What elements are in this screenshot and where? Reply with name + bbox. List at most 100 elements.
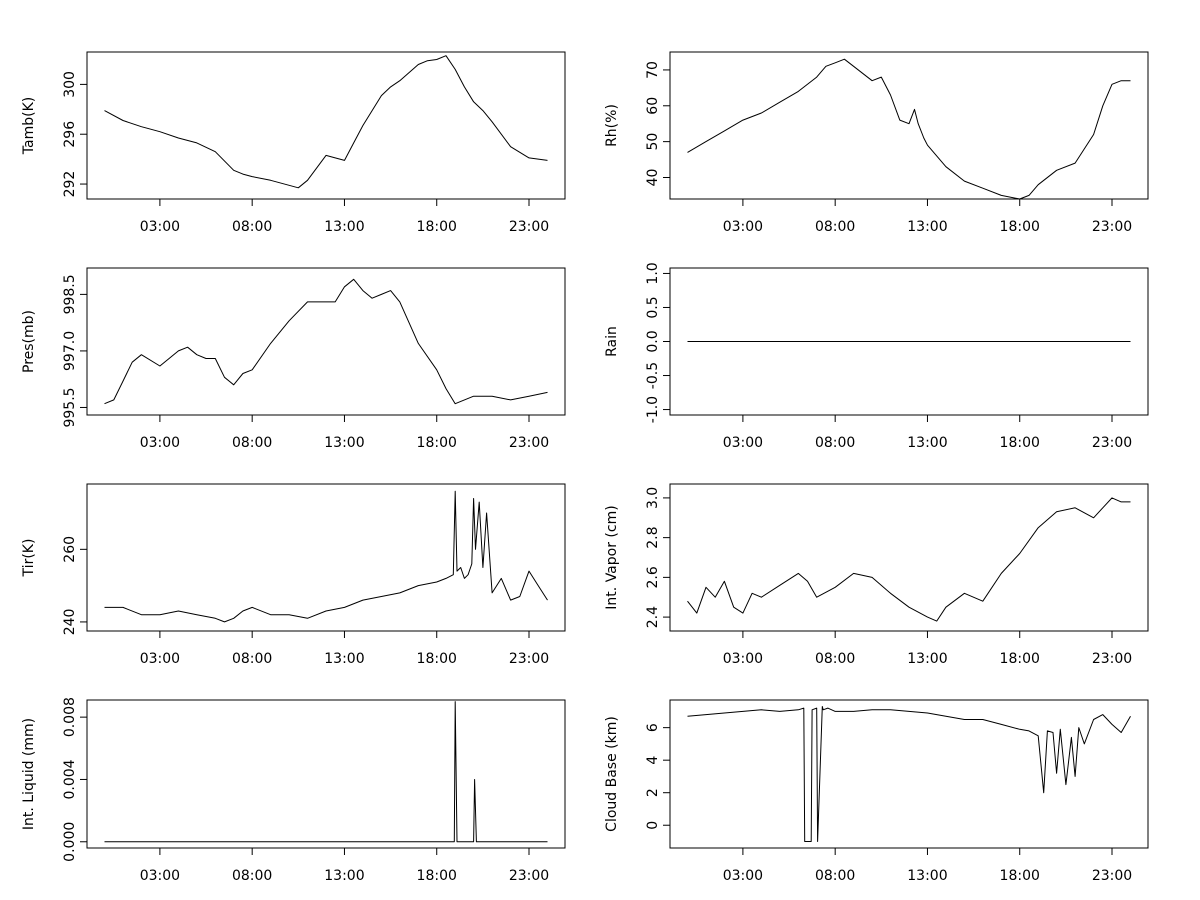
y-tick-label: 0.008 xyxy=(62,697,78,737)
panel-1: 03:00 08:00 13:00 18:00 23:00 292 296 300 Tamb(K… xyxy=(21,51,566,235)
plot-frame xyxy=(86,699,566,849)
x-tick-label: 08:00 xyxy=(815,868,855,884)
x-tick-label: 13:00 xyxy=(324,219,364,235)
y-tick-label: 240 xyxy=(62,609,78,636)
x-tick-label: 18:00 xyxy=(417,435,457,451)
x-tick-label: 08:00 xyxy=(232,651,272,667)
panel-5: 03:00 08:00 13:00 18:00 23:00 240 260 Tir(K) xyxy=(21,483,566,667)
x-tick-label: 18:00 xyxy=(1000,219,1040,235)
y-axis-label: Int. Liquid (mm) xyxy=(21,718,37,830)
panel-6: 03:00 08:00 13:00 18:00 23:00 2.4 2.6 2.8 3.0 Int… xyxy=(604,483,1149,667)
x-tick-label: 23:00 xyxy=(509,435,549,451)
y-tick-label: 0.000 xyxy=(62,822,78,862)
x-axis: 03:00 08:00 13:00 18:00 23:00 xyxy=(723,199,1132,235)
y-axis-label: Rh(%) xyxy=(604,104,620,147)
series-line xyxy=(104,701,548,843)
x-axis: 03:00 08:00 13:00 18:00 23:00 xyxy=(723,631,1132,667)
x-axis: 03:00 08:00 13:00 18:00 23:00 xyxy=(140,631,549,667)
x-tick-label: 03:00 xyxy=(140,651,180,667)
x-tick-label: 03:00 xyxy=(723,651,763,667)
y-axis: 292 296 300 xyxy=(62,71,87,197)
y-tick-label: -1.0 xyxy=(645,396,661,423)
y-axis: 0 2 4 6 xyxy=(645,723,670,830)
x-tick-label: 23:00 xyxy=(1092,868,1132,884)
x-tick-label: 03:00 xyxy=(723,219,763,235)
x-tick-label: 08:00 xyxy=(815,219,855,235)
plot-frame xyxy=(86,267,566,416)
y-axis: 995.5 997.0 998.5 xyxy=(62,274,87,428)
y-axis: 240 260 xyxy=(62,536,87,635)
y-tick-label: 995.5 xyxy=(62,387,78,427)
panel-8: 03:00 08:00 13:00 18:00 23:00 0 2 4 6 Cloud Base … xyxy=(604,699,1149,884)
y-axis-label: Rain xyxy=(604,326,620,357)
y-tick-label: -0.5 xyxy=(645,362,661,389)
x-tick-label: 13:00 xyxy=(907,219,947,235)
y-axis: 0.000 0.004 0.008 xyxy=(62,697,87,862)
y-tick-label: 1.0 xyxy=(645,262,661,284)
plot-frame xyxy=(669,699,1149,849)
x-tick-label: 08:00 xyxy=(815,651,855,667)
x-tick-label: 08:00 xyxy=(815,435,855,451)
panel-4: 03:00 08:00 13:00 18:00 23:00 -1.0 -0.5 0.0 0.5 1… xyxy=(604,262,1149,451)
x-tick-label: 03:00 xyxy=(140,435,180,451)
x-axis: 03:00 08:00 13:00 18:00 23:00 xyxy=(140,848,549,884)
x-tick-label: 13:00 xyxy=(324,868,364,884)
y-tick-label: 40 xyxy=(645,169,661,187)
y-tick-label: 4 xyxy=(645,756,661,765)
y-axis-label: Cloud Base (km) xyxy=(604,716,620,832)
x-tick-label: 23:00 xyxy=(509,219,549,235)
series-line xyxy=(687,58,1131,200)
x-tick-label: 03:00 xyxy=(140,868,180,884)
y-tick-label: 60 xyxy=(645,97,661,115)
y-tick-label: 0 xyxy=(645,821,661,830)
y-axis-label: Pres(mb) xyxy=(21,310,37,373)
y-axis: 40 50 60 70 xyxy=(645,61,670,186)
y-tick-label: 0.0 xyxy=(645,330,661,352)
x-tick-label: 13:00 xyxy=(907,651,947,667)
x-axis: 03:00 08:00 13:00 18:00 23:00 xyxy=(723,415,1132,451)
y-tick-label: 6 xyxy=(645,723,661,732)
y-tick-label: 2.6 xyxy=(645,566,661,588)
x-tick-label: 23:00 xyxy=(509,868,549,884)
x-tick-label: 18:00 xyxy=(417,219,457,235)
panel-2: 03:00 08:00 13:00 18:00 23:00 40 50 60 70 Rh(%) xyxy=(604,51,1149,235)
y-axis-label: Tamb(K) xyxy=(21,97,37,155)
x-tick-label: 18:00 xyxy=(1000,868,1040,884)
y-tick-label: 70 xyxy=(645,61,661,79)
x-tick-label: 18:00 xyxy=(417,651,457,667)
y-tick-label: 997.0 xyxy=(62,331,78,371)
y-axis: -1.0 -0.5 0.0 0.5 1.0 xyxy=(645,262,670,423)
x-tick-label: 03:00 xyxy=(140,219,180,235)
x-tick-label: 18:00 xyxy=(1000,435,1040,451)
series-line xyxy=(104,278,548,405)
series-line xyxy=(104,490,548,623)
x-axis: 03:00 08:00 13:00 18:00 23:00 xyxy=(140,199,549,235)
x-tick-label: 23:00 xyxy=(1092,435,1132,451)
x-tick-label: 13:00 xyxy=(907,435,947,451)
y-tick-label: 2.4 xyxy=(645,606,661,628)
panel-3: 03:00 08:00 13:00 18:00 23:00 995.5 997.0 998.5… xyxy=(21,267,566,451)
y-tick-label: 998.5 xyxy=(62,274,78,314)
x-tick-label: 13:00 xyxy=(324,435,364,451)
y-tick-label: 2 xyxy=(645,788,661,797)
y-tick-label: 2.8 xyxy=(645,527,661,549)
x-tick-label: 18:00 xyxy=(1000,651,1040,667)
plot-frame xyxy=(86,483,566,632)
y-axis: 2.4 2.6 2.8 3.0 xyxy=(645,487,670,628)
y-axis-label: Int. Vapor (cm) xyxy=(604,505,620,609)
x-tick-label: 08:00 xyxy=(232,219,272,235)
x-axis: 03:00 08:00 13:00 18:00 23:00 xyxy=(723,848,1132,884)
plot-frame xyxy=(669,51,1149,200)
y-tick-label: 292 xyxy=(62,171,78,198)
y-tick-label: 296 xyxy=(62,121,78,148)
x-tick-label: 18:00 xyxy=(417,868,457,884)
x-tick-label: 13:00 xyxy=(907,868,947,884)
plot-frame xyxy=(86,51,566,200)
x-tick-label: 23:00 xyxy=(1092,651,1132,667)
x-tick-label: 23:00 xyxy=(509,651,549,667)
panel-7: 03:00 08:00 13:00 18:00 23:00 0.000 0.004 0.008… xyxy=(21,697,566,884)
y-tick-label: 50 xyxy=(645,133,661,151)
plot-frame xyxy=(669,483,1149,632)
x-tick-label: 03:00 xyxy=(723,435,763,451)
